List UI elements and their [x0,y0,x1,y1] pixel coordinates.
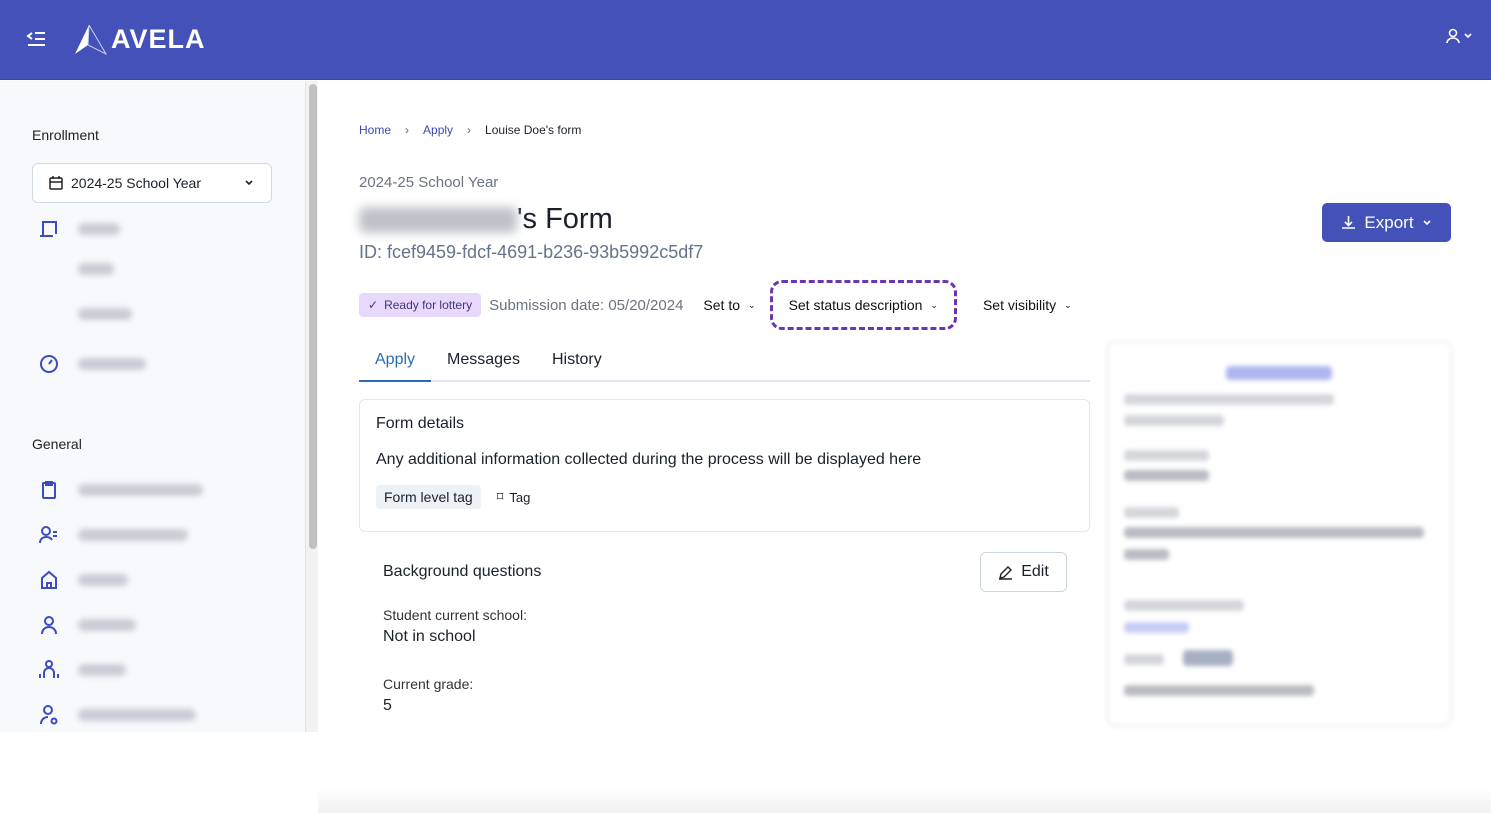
sidebar-item-general-1[interactable] [38,479,203,501]
sidebar-item-sub-1[interactable] [38,263,114,275]
sidebar-scrollbar[interactable] [305,81,318,732]
student-name-redacted [359,206,517,233]
logo-mark-icon [75,24,107,55]
title-suffix: 's Form [517,203,613,235]
tab-apply[interactable]: Apply [359,341,432,382]
chevron-down-icon: ⌄ [930,299,938,310]
school-year-select[interactable]: 2024-25 School Year [32,163,272,203]
breadcrumb-home[interactable]: Home [359,123,392,137]
set-visibility-dropdown[interactable]: Set visibility ⌄ [983,297,1072,313]
question-label: Current grade: [383,676,474,692]
status-badge-label: Ready for lottery [384,298,473,312]
form-id: ID: fcef9459-fdcf-4691-b236-93b5992c5df7 [359,242,704,262]
question-value: Not in school [383,628,476,645]
brand-name: AVELA [111,24,206,54]
form-level-tag[interactable]: Form level tag [376,485,481,509]
set-to-dropdown[interactable]: Set to ⌄ [703,297,755,313]
set-visibility-label: Set visibility [982,297,1057,313]
main-content: Home › Apply › Louise Doe's form 2024-25… [318,81,1491,813]
sidebar-item-general-2[interactable] [38,524,188,546]
calendar-icon [49,176,63,190]
users-list-icon [39,526,57,544]
user-icon [41,616,57,635]
breadcrumb-apply[interactable]: Apply [423,123,454,137]
pencil-icon [999,565,1013,580]
sidebar-item-sub-2[interactable] [38,308,132,320]
collapse-menu-icon[interactable] [25,28,47,50]
add-tag-label: Tag [509,489,531,505]
scrollbar-thumb[interactable] [309,84,317,549]
general-label: General [32,436,82,452]
breadcrumb-separator-icon: › [467,123,472,137]
status-badge: ✓ Ready for lottery [359,293,482,317]
school-year-value: 2024-25 School Year [71,175,201,191]
tab-messages[interactable]: Messages [447,351,520,368]
top-bar: AVELA [0,0,1491,80]
question-label: Student current school: [383,607,527,623]
tag-icon: ⌑ [496,489,504,504]
check-icon: ✓ [368,298,379,312]
chevron-down-icon: ⌄ [1064,299,1072,310]
breadcrumb-current: Louise Doe's form [485,123,582,137]
question-value: 5 [383,697,392,714]
sidebar: Enrollment 2024-25 School Year General [0,81,305,732]
school-year-subtitle: 2024-25 School Year [359,174,499,191]
user-menu[interactable] [1446,28,1473,44]
add-tag-button[interactable]: ⌑ Tag [497,489,531,505]
avela-logo[interactable]: AVELA [75,24,206,55]
sidebar-item-general-3[interactable] [38,569,128,591]
download-icon [1342,216,1356,229]
user-icon [1446,28,1460,44]
chevron-down-icon [1422,219,1431,225]
set-to-label: Set to [703,297,741,313]
page-title: 's Form [359,203,613,236]
sidebar-item-general-6[interactable] [38,704,196,726]
chevron-down-icon [1464,33,1472,39]
home-icon [41,570,57,589]
student-summary-card-redacted [1107,341,1452,726]
form-details-card: Form details Any additional information … [359,399,1090,532]
tab-list: Apply Messages History [359,341,1090,382]
gauge-icon [40,355,58,373]
chevron-down-icon [245,180,253,186]
set-status-description-dropdown[interactable]: Set status description ⌄ [769,280,957,330]
sidebar-item-capacities[interactable] [38,353,146,375]
edit-button[interactable]: Edit [980,552,1067,592]
export-button[interactable]: Export [1322,203,1451,242]
status-row: ✓ Ready for lottery Submission date: 05/2… [359,280,1072,330]
form-details-text: Any additional information collected dur… [376,451,922,468]
clipboard-icon [42,481,56,499]
user-gear-icon [40,705,58,725]
sidebar-item-forms[interactable] [38,218,120,240]
tab-history[interactable]: History [551,351,602,368]
set-status-description-label: Set status description [788,297,923,313]
bottom-fade [318,786,1491,813]
sidebar-item-general-4[interactable] [38,614,136,636]
submission-date: Submission date: 05/20/2024 [489,296,684,314]
background-questions-title: Background questions [383,563,542,580]
sidebar-item-general-5[interactable] [38,659,126,681]
breadcrumb: Home › Apply › Louise Doe's form [359,123,581,137]
export-label: Export [1364,212,1414,232]
edit-label: Edit [1021,563,1049,580]
group-icon [39,660,59,678]
enrollment-label: Enrollment [32,127,99,143]
chevron-down-icon: ⌄ [748,299,756,310]
breadcrumb-separator-icon: › [405,123,410,137]
form-details-title: Form details [376,415,465,432]
forms-icon [40,221,57,237]
